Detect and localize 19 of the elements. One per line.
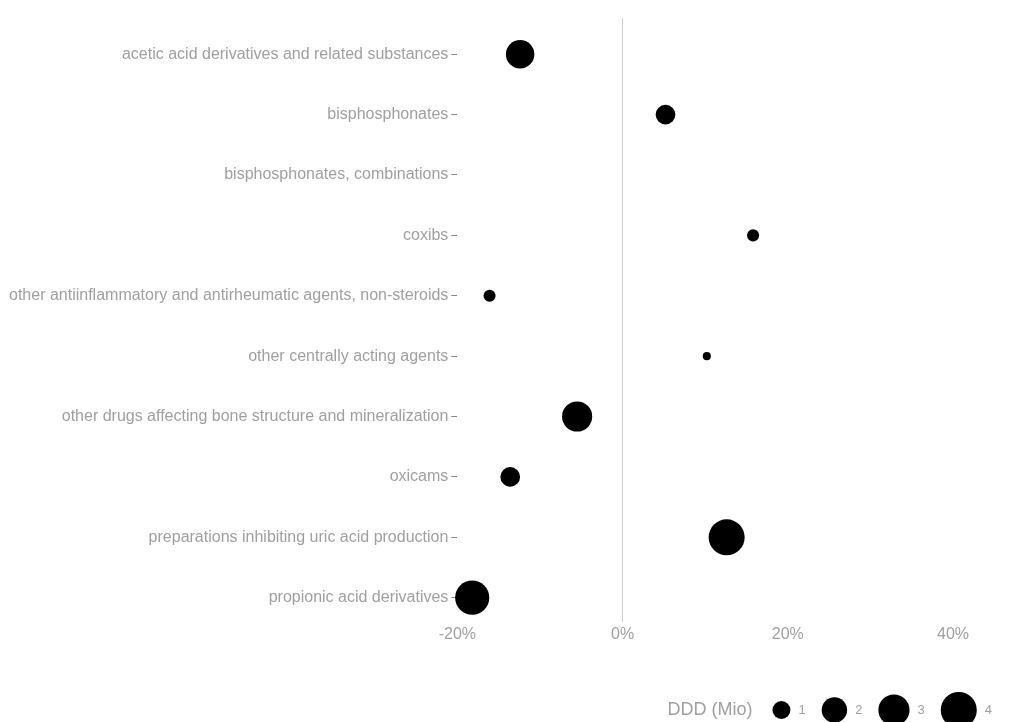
y-tick-label: bisphosphonates, combinations [224, 165, 449, 183]
legend-label: 1 [798, 701, 806, 717]
x-tick-label: 0% [611, 624, 635, 642]
legend-label: 4 [984, 701, 992, 717]
y-tick-label: propionic acid derivatives [268, 588, 449, 606]
legend-label: 2 [855, 701, 863, 717]
y-tick-label: preparations inhibiting uric acid production [148, 527, 449, 545]
x-tick-label: 20% [771, 624, 804, 642]
x-tick-label: -20% [438, 624, 477, 642]
x-tick-label: 40% [936, 624, 970, 642]
y-tick-label: acetic acid derivatives and related substances [121, 44, 449, 62]
y-tick-label: coxibs [402, 225, 449, 243]
y-tick-label: bisphosphonates [327, 105, 449, 123]
legend-title: DDD (Mio) [667, 698, 753, 719]
legend-label: 3 [917, 701, 925, 717]
y-tick-label: other centrally acting agents [248, 346, 449, 364]
y-tick-label: other drugs affecting bone structure and mineralization [61, 406, 449, 424]
y-tick-label: other antiinflammatory and antirheumatic agents, non-steroids [9, 286, 449, 304]
y-tick-label: oxicams [389, 467, 449, 485]
